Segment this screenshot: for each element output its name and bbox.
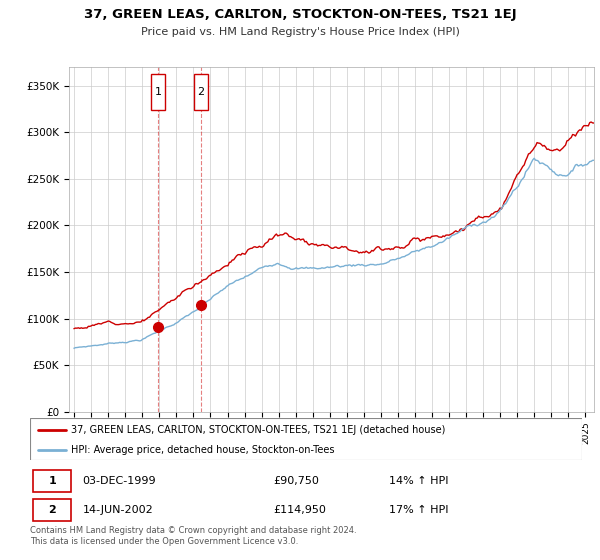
- Text: HPI: Average price, detached house, Stockton-on-Tees: HPI: Average price, detached house, Stoc…: [71, 445, 335, 455]
- Text: 1: 1: [154, 87, 161, 97]
- Text: 17% ↑ HPI: 17% ↑ HPI: [389, 505, 448, 515]
- Text: £114,950: £114,950: [273, 505, 326, 515]
- Text: 2: 2: [197, 87, 205, 97]
- Text: 14% ↑ HPI: 14% ↑ HPI: [389, 475, 448, 486]
- Text: Price paid vs. HM Land Registry's House Price Index (HPI): Price paid vs. HM Land Registry's House …: [140, 27, 460, 37]
- Text: 2: 2: [48, 505, 56, 515]
- Bar: [33, 499, 71, 521]
- Text: 1: 1: [48, 475, 56, 486]
- Bar: [151, 74, 165, 110]
- Text: 14-JUN-2002: 14-JUN-2002: [82, 505, 153, 515]
- Text: £90,750: £90,750: [273, 475, 319, 486]
- Text: 03-DEC-1999: 03-DEC-1999: [82, 475, 156, 486]
- Text: 37, GREEN LEAS, CARLTON, STOCKTON-ON-TEES, TS21 1EJ: 37, GREEN LEAS, CARLTON, STOCKTON-ON-TEE…: [83, 8, 517, 21]
- Text: 37, GREEN LEAS, CARLTON, STOCKTON-ON-TEES, TS21 1EJ (detached house): 37, GREEN LEAS, CARLTON, STOCKTON-ON-TEE…: [71, 425, 446, 435]
- Bar: [194, 74, 208, 110]
- Bar: [33, 469, 71, 492]
- Text: Contains HM Land Registry data © Crown copyright and database right 2024.
This d: Contains HM Land Registry data © Crown c…: [30, 526, 356, 546]
